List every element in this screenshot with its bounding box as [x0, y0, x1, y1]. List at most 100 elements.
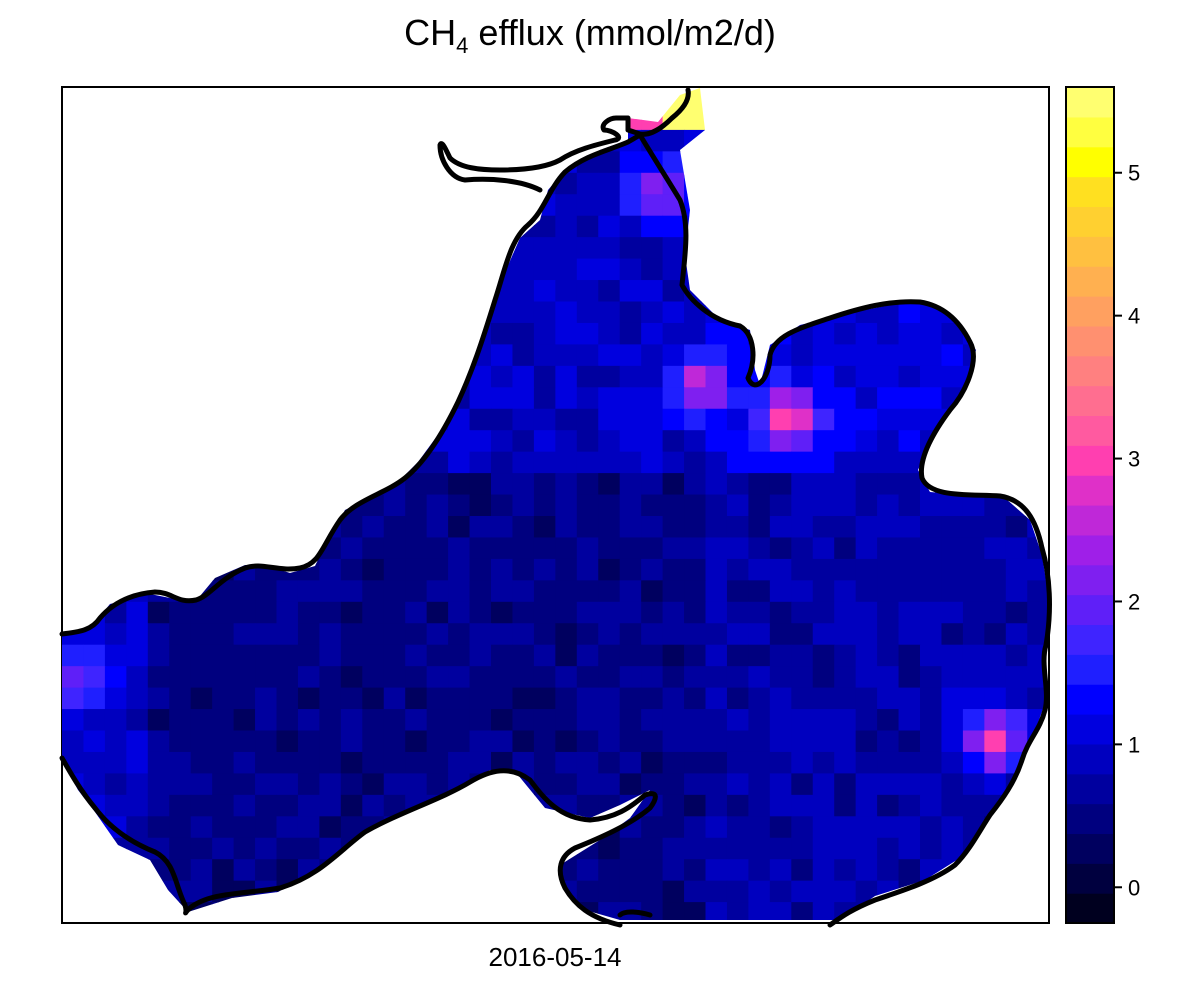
heatmap-cell: [512, 687, 535, 710]
heatmap-cell: [426, 494, 449, 517]
heatmap-cell: [705, 473, 728, 496]
heatmap-cell: [769, 387, 792, 410]
heatmap-cell: [769, 773, 792, 796]
heatmap-cell: [190, 751, 213, 774]
heatmap-cell: [233, 837, 256, 860]
heatmap-cell: [705, 902, 728, 920]
heatmap-cell: [83, 644, 106, 667]
heatmap-cell: [769, 816, 792, 839]
heatmap-cell: [812, 816, 835, 839]
heatmap-cell: [898, 344, 921, 367]
colorbar-segment: [1066, 893, 1114, 924]
heatmap-cell: [641, 666, 664, 689]
heatmap-cell: [662, 580, 685, 603]
colorbar-segment: [1066, 415, 1114, 446]
heatmap-cell: [920, 687, 942, 710]
colorbar-segment: [1066, 743, 1114, 775]
heatmap-cell: [233, 730, 256, 753]
heatmap-cell: [877, 859, 900, 882]
heatmap-cell: [898, 537, 921, 560]
heatmap-cell: [705, 816, 728, 839]
heatmap-cell: [362, 558, 385, 581]
heatmap-cell: [512, 558, 535, 581]
heatmap-cell: [726, 837, 749, 860]
heatmap-cell: [684, 837, 706, 860]
heatmap-cell: [619, 151, 642, 174]
heatmap-cell: [812, 751, 835, 774]
heatmap-cell: [705, 880, 728, 903]
heatmap-cell: [662, 709, 685, 731]
heatmap-cell: [619, 751, 642, 774]
heatmap-cell: [340, 794, 363, 817]
colorbar-tick-label: 4: [1128, 304, 1140, 329]
colorbar-segment: [1066, 475, 1114, 506]
heatmap-cell: [791, 816, 814, 839]
heatmap-cell: [920, 494, 942, 517]
heatmap-cell: [962, 623, 985, 646]
heatmap-cell: [362, 794, 385, 817]
heatmap-cell: [212, 773, 235, 796]
heatmap-cell: [748, 558, 771, 581]
heatmap-cell: [812, 580, 835, 603]
heatmap-cell: [769, 709, 792, 731]
heatmap-cell: [233, 709, 256, 731]
heatmap-cell: [576, 794, 599, 817]
heatmap-cell: [834, 730, 857, 753]
heatmap-cell: [684, 580, 706, 603]
heatmap-cell: [405, 666, 428, 689]
heatmap-cell: [812, 408, 835, 431]
heatmap-cell: [705, 451, 728, 474]
heatmap-cell: [212, 601, 235, 624]
heatmap-cell: [383, 537, 406, 560]
heatmap-cell: [705, 387, 728, 410]
heatmap-cell: [941, 837, 964, 860]
heatmap-cell: [405, 751, 428, 774]
heatmap-cell: [190, 644, 213, 667]
heatmap-cell: [984, 580, 1007, 603]
heatmap-cell: [962, 580, 985, 603]
heatmap-cell: [555, 537, 578, 560]
heatmap-cell: [726, 773, 749, 796]
heatmap-cell: [748, 387, 771, 410]
heatmap-cell: [641, 816, 664, 839]
heatmap-cell: [255, 837, 277, 860]
heatmap-cell: [297, 687, 320, 710]
heatmap-cell: [898, 687, 921, 710]
heatmap-cell: [941, 730, 964, 753]
heatmap-cell: [898, 644, 921, 667]
heatmap-cell: [641, 859, 664, 882]
heatmap-cell: [791, 408, 814, 431]
heatmap-cell: [533, 687, 556, 710]
heatmap-cell: [834, 516, 857, 538]
heatmap-cell: [898, 558, 921, 581]
heatmap-cell: [834, 666, 857, 689]
heatmap-cell: [662, 258, 685, 281]
heatmap-cell: [877, 365, 900, 388]
heatmap-cell: [448, 751, 471, 774]
heatmap-cell: [705, 794, 728, 817]
heatmap-cell: [791, 344, 814, 367]
heatmap-cell: [362, 709, 385, 731]
heatmap-cell: [448, 623, 471, 646]
heatmap-cell: [512, 430, 535, 453]
heatmap-cell: [619, 473, 642, 496]
heatmap-cell: [769, 473, 792, 496]
heatmap-cell: [276, 859, 299, 882]
heatmap-cell: [512, 537, 535, 560]
heatmap-cell: [83, 666, 106, 689]
heatmap-cell: [169, 837, 192, 860]
heatmap-cell: [276, 816, 299, 839]
heatmap-cell: [791, 558, 814, 581]
heatmap-cell: [319, 816, 342, 839]
heatmap-cell: [684, 558, 706, 581]
heatmap-cell: [834, 751, 857, 774]
heatmap-cell: [791, 387, 814, 410]
heatmap-cell: [791, 494, 814, 517]
heatmap-cell: [812, 430, 835, 453]
heatmap-cell: [619, 322, 642, 345]
heatmap-cell: [555, 387, 578, 410]
heatmap-cell: [340, 623, 363, 646]
heatmap-cell: [555, 644, 578, 667]
heatmap-cell: [812, 322, 835, 345]
heatmap-cell: [619, 623, 642, 646]
